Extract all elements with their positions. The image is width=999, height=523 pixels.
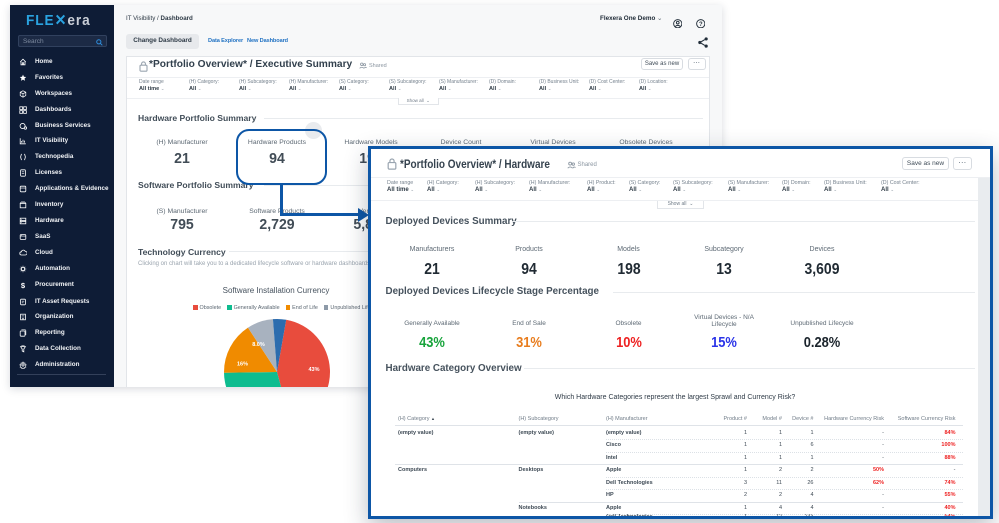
svg-text:?: ? bbox=[698, 21, 702, 27]
svg-text:8.0%: 8.0% bbox=[252, 342, 265, 348]
svg-text:16%: 16% bbox=[236, 361, 247, 367]
svg-text:43%: 43% bbox=[308, 367, 319, 373]
svg-text:$: $ bbox=[21, 281, 26, 289]
